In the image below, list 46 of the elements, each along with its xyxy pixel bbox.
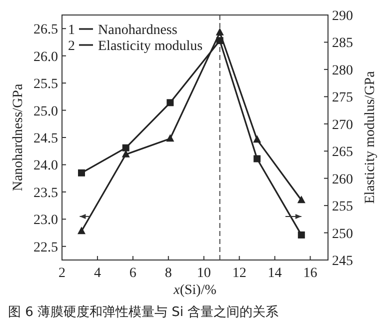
annotation: 2 [68,39,75,54]
y-tick-label: 26.0 [34,50,58,65]
point [298,231,305,238]
y-tick-label: 22.5 [34,240,58,256]
point [78,226,86,234]
x-tick-label: 16 [303,266,318,281]
point [78,169,86,176]
point [253,135,262,143]
y2-axis-title: Elasticity modulus/GPa [363,70,378,204]
legend-label: Nanohardness [98,23,178,38]
x-tick-label: 2 [58,266,66,281]
y2-tick-label: 245 [332,254,353,269]
point [216,28,224,36]
annotation: 1 [68,23,75,38]
y2-tick-label: 250 [332,226,353,242]
y2-tick-label: 285 [332,36,353,52]
x-tick-label: 12 [232,266,246,281]
y-tick-label: 26.5 [34,22,58,38]
y2-tick-label: 290 [332,9,353,24]
y-tick-label: 24.0 [34,158,58,174]
point [166,134,174,142]
y2-tick-label: 260 [332,172,353,188]
y2-tick-label: 270 [332,118,353,133]
x-tick-label: 14 [268,266,282,281]
point [166,99,174,106]
y-tick-label: 23.5 [34,186,58,201]
x-tick-label: 4 [94,266,101,281]
y2-tick-label: 275 [332,90,353,106]
y2-tick-label: 265 [332,145,353,160]
caption: 图 6 薄膜硬度和弹性模量与 Si 含量之间的关系 [8,304,279,320]
point [297,196,306,204]
y-tick-label: 24.5 [34,132,58,146]
point [254,155,261,162]
x-axis-title: x(Si)/% [172,283,217,298]
point [122,144,130,152]
point [216,37,224,44]
x-tick-label: 6 [129,266,136,281]
y2-tick-label: 280 [332,63,353,78]
x-tick-label: 8 [164,266,172,281]
x-tick-label: 10 [196,266,211,281]
legend-label: Elasticity modulus [98,39,203,54]
y-tick-label: 25.0 [34,104,58,120]
y-tick-label: 25.5 [34,77,58,92]
y2-tick-label: 255 [332,200,353,215]
y-tick-label: 23.0 [34,213,58,228]
y-axis-title: Nanohardness/GPa [11,83,26,192]
